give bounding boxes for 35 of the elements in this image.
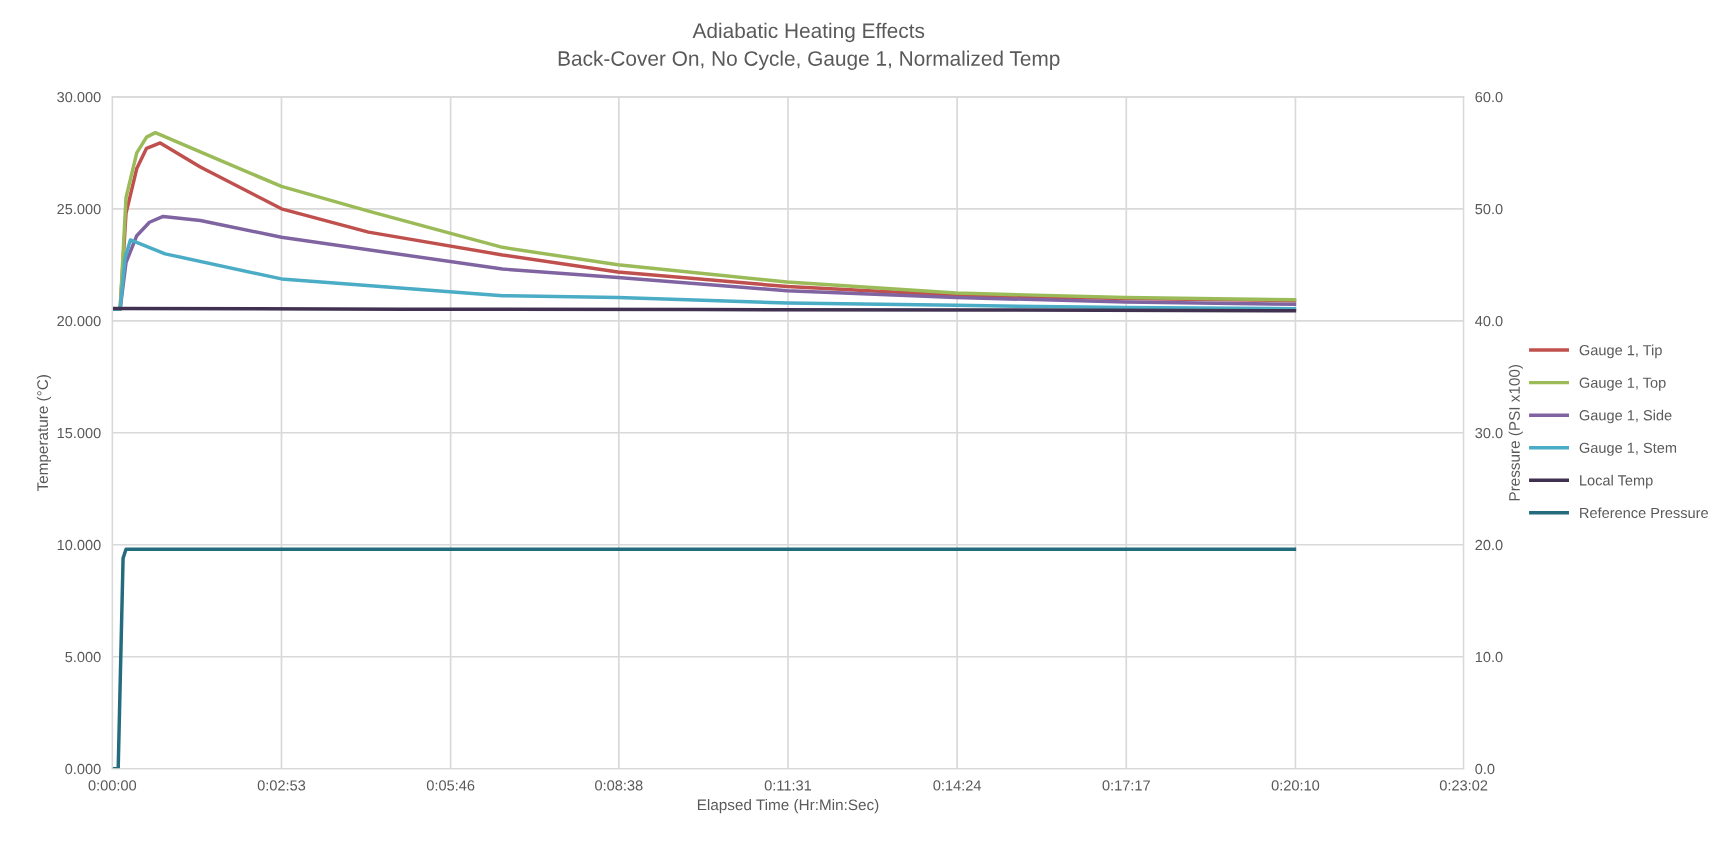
y-tick-label: 15.000: [57, 427, 101, 439]
legend-label: Local Temp: [1580, 474, 1653, 489]
y2-tick-label: 40.0: [1475, 315, 1503, 327]
y2-tick-label: 50.0: [1475, 203, 1503, 215]
x-tick-label: 0:14:24: [933, 780, 982, 791]
y-tick-label: 25.000: [57, 203, 101, 215]
y-axis-title: Temperature (°C): [36, 375, 52, 492]
chart-title: Adiabatic Heating Effects: [692, 22, 925, 43]
y2-tick-label: 60.0: [1475, 91, 1503, 103]
y-tick-label: 10.000: [57, 539, 101, 551]
y2-tick-label: 10.0: [1475, 651, 1503, 663]
y2-tick-label: 0.0: [1475, 763, 1495, 775]
x-tick-label: 0:05:46: [426, 780, 475, 791]
legend-label: Gauge 1, Tip: [1579, 344, 1662, 359]
x-tick-label: 0:00:00: [88, 780, 137, 791]
x-tick-label: 0:08:38: [595, 780, 643, 791]
x-tick-label: 0:17:17: [1102, 780, 1150, 791]
x-axis-title: Elapsed Time (Hr:Min:Sec): [697, 799, 879, 814]
y2-tick-label: 30.0: [1475, 427, 1503, 439]
x-tick-label: 0:23:02: [1439, 780, 1488, 791]
x-tick-label: 0:02:53: [257, 780, 306, 791]
y2-axis-title: Pressure (PSI x100): [1508, 364, 1523, 501]
legend-label: Gauge 1, Stem: [1579, 442, 1677, 456]
x-tick-label: 0:11:31: [764, 780, 812, 791]
y-tick-label: 5.000: [65, 651, 101, 663]
y-tick-label: 0.000: [65, 763, 101, 775]
line-series: [112, 238, 1297, 311]
y-tick-label: 30.000: [57, 91, 101, 103]
legend-label: Reference Pressure: [1580, 507, 1708, 519]
x-tick-label: 0:20:10: [1271, 780, 1320, 791]
chart-subtitle: Back-Cover On, No Cycle, Gauge 1, Normalized Temp: [558, 50, 1060, 70]
y2-tick-label: 20.0: [1475, 539, 1503, 551]
legend-label: Gauge 1, Top: [1579, 377, 1666, 391]
legend-label: Gauge 1, Side: [1579, 409, 1672, 424]
y-tick-label: 20.000: [57, 315, 101, 327]
